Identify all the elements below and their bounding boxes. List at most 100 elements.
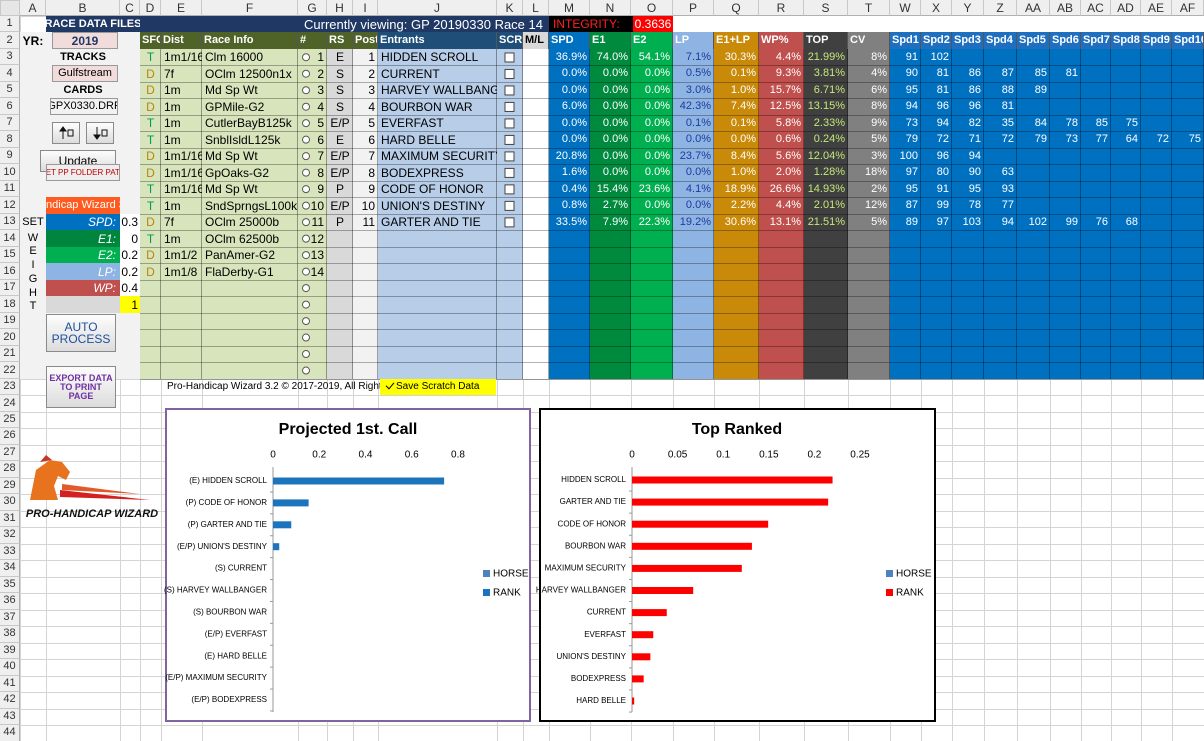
table-cell: 7f [164,215,175,230]
column-header: H [327,0,353,16]
grid-line [0,675,1204,677]
table-cell: 0.0% [644,149,670,162]
table-header: Dist [161,32,202,49]
table-cell: 75 [1188,133,1201,146]
logo-text: PRO-HANDICAP WIZARD [25,507,159,520]
column-header: C [120,0,140,16]
table-cell: T [146,198,155,213]
weight-value[interactable]: 0.2 [120,263,140,280]
weight-value[interactable]: 0 [120,230,140,247]
table-cell: MAXIMUM SECURITY [381,149,497,164]
table-cell: 1.0% [730,83,756,96]
table-cell: 1.28% [813,166,845,179]
table-cell: 9% [871,116,887,129]
column-fill [1111,48,1141,379]
table-header: WP% [759,32,804,49]
table-cell: 9 [368,182,375,197]
row-header: 42 [0,692,20,709]
table-cell: 19.2% [679,215,711,228]
export-button[interactable]: EXPORT DATA TO PRINT PAGE [46,366,116,408]
table-cell: 91 [936,182,949,195]
table-cell: S [335,99,344,114]
weight-label: E1: [46,230,120,247]
table-cell: 8% [871,100,887,113]
weight-value[interactable]: 0.3 [120,213,140,231]
column-header: K [497,0,523,16]
column-header: P [673,0,714,16]
up-button[interactable] [52,122,80,144]
row-header: 6 [0,98,20,115]
table-cell: 7 [368,149,375,164]
table-cell: T [146,182,155,197]
weight-value[interactable]: 0.4 [120,279,140,297]
table-cell: 14.93% [807,182,845,195]
table-cell: 22.3% [638,215,670,228]
table-header: Spd3 [952,32,984,49]
table-cell: 95 [905,83,918,96]
table-cell: 0.0% [602,149,628,162]
save-scratch[interactable]: Save Scratch Data [380,378,496,396]
grid-line [0,725,1204,727]
table-cell: 90 [905,67,918,80]
table-cell: 74.0% [596,50,628,63]
table-cell: E [335,132,344,147]
grid-line [0,560,1204,562]
weight-letter: H [29,286,37,299]
table-cell: UNION'S DESTINY [381,198,486,213]
table-cell: 96 [936,149,949,162]
grid-line [0,527,1204,529]
auto-process-button[interactable]: AUTO PROCESS [46,314,116,352]
table-cell: P [335,182,344,197]
column-header: X [921,0,952,16]
table-cell: 80 [936,166,949,179]
table-cell: 77 [1001,199,1014,212]
track[interactable]: Gulfstream [52,65,118,82]
column-header: AF [1172,0,1204,16]
table-cell: SndSprngsL100k [205,198,298,213]
table-cell: 0.1% [685,116,711,129]
table-cell: 20.8% [555,149,587,162]
table-header: E2 [631,32,673,49]
column-fill [590,48,631,379]
table-cell: CURRENT [381,66,440,81]
row-line [140,164,1204,166]
row-header: 44 [0,725,20,741]
table-cell: 12 [310,231,324,246]
row-line [140,362,1204,364]
table-cell: 14 [310,264,324,279]
table-cell: P [335,215,344,230]
grid-line [0,510,1204,512]
table-cell: 0.0% [602,133,628,146]
table-cell: 99 [1065,215,1078,228]
grid-line [0,461,1204,463]
down-button[interactable] [86,122,114,144]
row-header: 39 [0,642,20,660]
version: Handicap Wizard 3.2 [46,197,120,214]
table-cell: 81 [936,83,949,96]
row-line [140,378,1204,380]
column-fill [952,48,984,379]
table-cell: 2.7% [602,199,628,212]
table-cell: 100 [899,149,918,162]
table-cell: 0.0% [685,199,711,212]
row-header: 30 [0,494,20,511]
row-header: 28 [0,461,20,478]
column-fill [1172,48,1204,379]
weight-letter: I [31,259,35,272]
table-cell: 1m1/16 [164,50,202,65]
table-cell: 0.5% [685,67,711,80]
card[interactable]: GPX0330.DRF [50,98,118,115]
table-header: Spd2 [921,32,952,49]
column-fill [673,48,714,379]
table-cell: Md Sp Wt [205,149,258,164]
set-path-button[interactable]: SET PP FOLDER PATH [46,164,120,181]
year[interactable]: 2019 [52,32,118,49]
row-line [140,246,1204,248]
table-header: Spd7 [1081,32,1111,49]
weight-value[interactable]: 0.2 [120,246,140,264]
weight-letter: T [29,300,37,313]
row-header: 41 [0,675,20,693]
table-cell: 4.4% [775,199,801,212]
table-cell: S [335,83,344,98]
grid-line [0,659,1204,661]
